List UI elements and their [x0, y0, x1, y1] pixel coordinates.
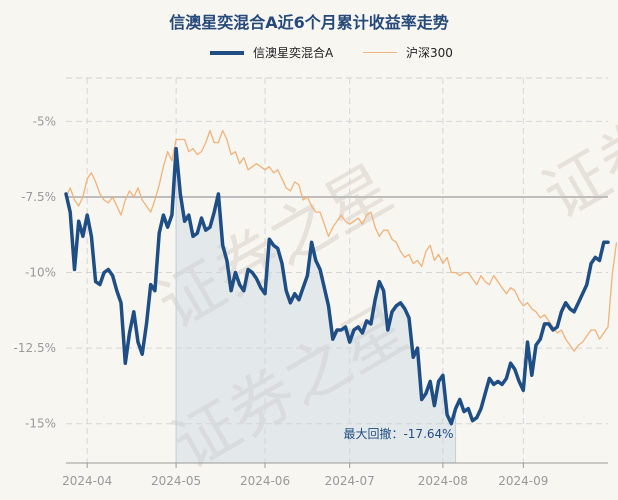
chart-title: 信澳星奕混合A近6个月累计收益率走势: [169, 13, 449, 32]
y-tick-label: -12.5%: [14, 341, 56, 355]
series-line-fund: [64, 146, 610, 426]
y-tick-label: -10%: [25, 266, 56, 280]
chart-legend: 信澳星奕混合A 沪深300: [0, 44, 618, 62]
watermark-text: 证券之星: [531, 42, 618, 234]
legend-label-fund: 信澳星奕混合A: [253, 46, 334, 60]
legend-label-index: 沪深300: [406, 46, 453, 60]
legend-swatch-index: [363, 51, 397, 54]
series-line-index: [65, 129, 618, 352]
x-tick-label: 2024-07: [325, 474, 375, 488]
max-drawdown-label: 最大回撤：-17.64%: [343, 426, 453, 441]
x-tick-label: 2024-05: [151, 474, 201, 488]
y-tick-label: -7.5%: [21, 190, 56, 204]
drawdown-fill-layer: [175, 148, 457, 463]
legend-item-index[interactable]: 沪深300: [363, 44, 453, 61]
axes: -5% -7.5% -10% -12.5% -15% 2024-04 2024-05 2024…: [14, 114, 608, 488]
x-tick-label: 2024-09: [498, 474, 548, 488]
series-lines: [64, 129, 618, 426]
legend-item-fund[interactable]: 信澳星奕混合A: [210, 44, 333, 61]
x-tick-label: 2024-06: [240, 474, 290, 488]
annotations: 最大回撤：-17.64%: [343, 426, 453, 441]
y-tick-label: -15%: [25, 417, 56, 431]
x-tick-label: 2024-08: [418, 474, 468, 488]
drawdown-area: [176, 148, 456, 463]
legend-swatch-fund: [210, 50, 244, 55]
x-tick-label: 2024-04: [62, 474, 112, 488]
y-tick-label: -5%: [33, 114, 56, 128]
